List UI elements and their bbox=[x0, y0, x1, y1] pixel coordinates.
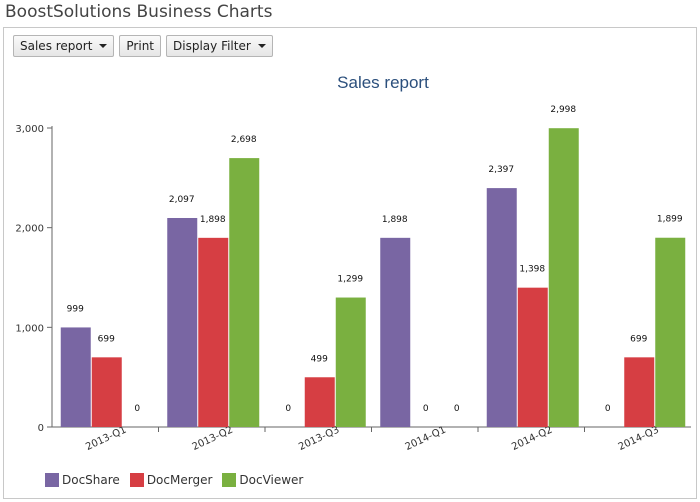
bar-value-label: 2,397 bbox=[488, 165, 514, 175]
bar-docshare bbox=[380, 237, 411, 427]
legend-swatch bbox=[129, 473, 144, 487]
bar-docshare bbox=[486, 188, 517, 427]
bar-docmerger bbox=[198, 237, 229, 427]
bar-value-label: 2,998 bbox=[550, 105, 576, 115]
bar-value-label: 2,097 bbox=[169, 195, 195, 205]
x-tick-label: 2014-Q1 bbox=[404, 425, 448, 453]
caret-down-icon bbox=[257, 44, 266, 48]
bar-docshare bbox=[60, 327, 91, 427]
bar-docshare bbox=[167, 217, 198, 427]
caret-down-icon bbox=[99, 44, 108, 48]
y-tick-label: 1,000 bbox=[15, 323, 44, 334]
bar-docviewer bbox=[655, 237, 686, 427]
bar-value-label: 1,898 bbox=[200, 215, 226, 225]
x-tick-label: 2014-Q2 bbox=[510, 425, 554, 453]
legend-label: DocMerger bbox=[146, 473, 213, 487]
bar-value-label: 699 bbox=[98, 334, 115, 344]
x-tick-label: 2014-Q3 bbox=[617, 425, 661, 453]
legend-swatch bbox=[222, 473, 237, 487]
bar-docmerger bbox=[304, 377, 335, 427]
bar-docmerger bbox=[517, 287, 548, 427]
bar-value-label: 0 bbox=[285, 404, 291, 414]
bar-value-label: 999 bbox=[67, 304, 84, 314]
report-menu-button[interactable]: Sales report bbox=[13, 35, 115, 57]
bar-value-label: 1,898 bbox=[382, 215, 408, 225]
y-tick-label: 2,000 bbox=[15, 224, 44, 235]
y-tick-label: 3,000 bbox=[15, 124, 44, 135]
bar-value-label: 2,698 bbox=[231, 135, 257, 145]
legend-swatch bbox=[45, 473, 59, 487]
bar-value-label: 499 bbox=[311, 354, 328, 364]
app-title: BoostSolutions Business Charts bbox=[5, 2, 273, 22]
bar-value-label: 0 bbox=[454, 404, 460, 414]
legend-item-docshare: DocShare bbox=[45, 473, 120, 487]
bar-value-label: 1,398 bbox=[519, 265, 545, 275]
display-filter-label: Display Filter bbox=[173, 39, 251, 53]
legend-label: DocShare bbox=[62, 473, 120, 487]
bar-value-label: 1,899 bbox=[657, 215, 683, 225]
bar-value-label: 0 bbox=[605, 404, 611, 414]
report-menu-label: Sales report bbox=[20, 39, 93, 53]
chart-panel: Sales report Print Display Filter Sales … bbox=[3, 27, 697, 499]
print-button[interactable]: Print bbox=[119, 35, 162, 57]
bar-value-label: 699 bbox=[630, 334, 647, 344]
toolbar: Sales report Print Display Filter bbox=[13, 35, 273, 57]
bar-value-label: 0 bbox=[423, 404, 429, 414]
bar-docviewer bbox=[548, 128, 579, 427]
legend-label: DocViewer bbox=[239, 473, 304, 487]
print-label: Print bbox=[126, 39, 155, 53]
y-axis: 0 1,000 2,000 3,000 bbox=[15, 124, 53, 434]
bar-docmerger bbox=[91, 357, 122, 427]
bar-value-label: 1,299 bbox=[337, 275, 363, 285]
x-axis: 2013-Q1 2013-Q2 2013-Q3 2014-Q1 2014-Q2 2014-… bbox=[52, 425, 691, 453]
legend-item-docmerger: DocMerger bbox=[129, 473, 213, 487]
y-tick-label: 0 bbox=[38, 423, 44, 434]
display-filter-button[interactable]: Display Filter bbox=[166, 35, 273, 57]
x-tick-label: 2013-Q1 bbox=[84, 425, 128, 453]
bar-docviewer bbox=[229, 158, 260, 427]
legend-item-docviewer: DocViewer bbox=[222, 473, 303, 487]
bar-labels: 999 699 0 2,097 1,898 2,698 0 499 1,299 1,898 0 0 2,… bbox=[67, 105, 683, 414]
bar-docmerger bbox=[624, 357, 655, 427]
legend: DocShare DocMerger DocViewer bbox=[45, 473, 303, 487]
bar-value-label: 0 bbox=[134, 404, 140, 414]
bars bbox=[60, 128, 686, 427]
chart-title: Sales report bbox=[337, 73, 429, 92]
x-tick-label: 2013-Q3 bbox=[297, 425, 341, 453]
x-tick-label: 2013-Q2 bbox=[191, 425, 235, 453]
bar-docviewer bbox=[335, 297, 366, 427]
